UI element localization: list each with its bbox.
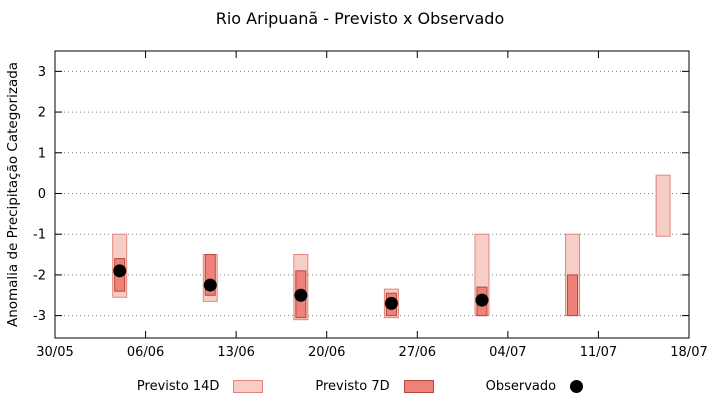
legend-label-previsto-14d: Previsto 14D [136,379,220,394]
y-tick-label: -1 [33,228,46,243]
observado-point [475,293,489,307]
plot-canvas: -3 -2 -1 0 1 2 3 30/05 06/06 13/06 20/06 27/06 04/07… [5,50,708,360]
previsto-7d-bar [567,274,579,317]
chart-title: Rio Aripuanã - Previsto x Observado [215,9,505,28]
x-tick-label: 04/07 [489,345,526,360]
legend-item-observado: Observado [485,379,584,394]
observado-point [113,264,127,278]
x-tick-label: 13/06 [217,345,254,360]
x-tick-label: 06/06 [127,345,164,360]
observado-point [203,278,217,292]
observado-point [294,288,308,302]
x-tick-label: 30/05 [36,345,73,360]
legend-item-previsto-14d: Previsto 14D [136,379,264,394]
x-tick-label: 27/06 [399,345,436,360]
y-tick-label: -2 [33,268,46,283]
y-tick-label: -3 [33,309,46,324]
legend-label-observado: Observado [485,379,557,394]
observado-point [384,296,398,310]
previsto-14d-bar [655,174,671,237]
plot-frame [54,50,690,339]
y-tick-label: 1 [38,146,46,161]
previsto-7d-bar [204,254,216,296]
x-tick-label: 20/06 [308,345,345,360]
legend-swatch-previsto-7d-icon [403,380,434,393]
y-axis-label: Anomalia de Precipitação Categorizada [5,62,21,327]
legend-swatch-previsto-14d-icon [233,380,264,393]
y-tick-label: 3 [38,65,46,80]
legend-item-previsto-7d: Previsto 7D [315,379,434,394]
legend-marker-observado-icon [570,380,584,393]
x-tick-label: 18/07 [670,345,707,360]
x-tick-label: 11/07 [580,345,617,360]
chart-legend: Previsto 14D Previsto 7D Observado [0,379,720,394]
y-tick-label: 0 [38,187,46,202]
legend-label-previsto-7d: Previsto 7D [315,379,390,394]
y-tick-label: 2 [38,106,46,121]
